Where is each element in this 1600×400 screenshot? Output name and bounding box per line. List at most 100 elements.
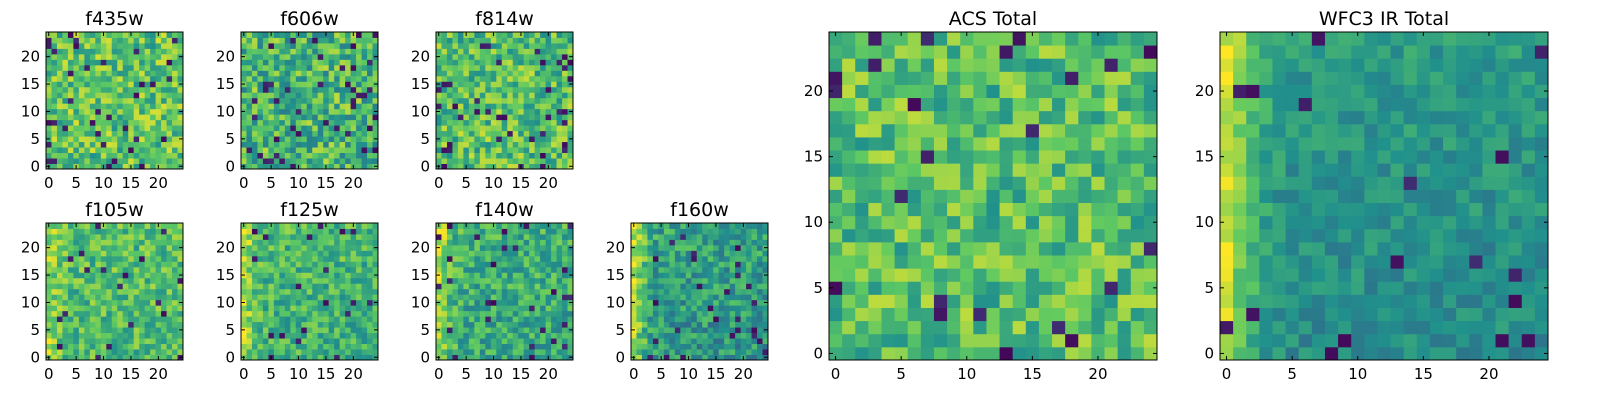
heatmap-cell: [306, 152, 313, 159]
heatmap-cell: [95, 244, 102, 251]
heatmap-cell: [479, 75, 486, 82]
heatmap-cell: [496, 108, 503, 115]
heatmap-cell: [474, 64, 481, 71]
heatmap-cell: [334, 97, 341, 104]
heatmap-cell: [436, 86, 442, 93]
heatmap-cell: [133, 288, 140, 295]
heatmap-cell: [328, 152, 335, 159]
heatmap-cell: [512, 310, 519, 317]
heatmap-cell: [246, 272, 253, 279]
heatmap-cell: [241, 316, 247, 323]
heatmap-cell: [84, 163, 91, 170]
heatmap-cell: [501, 32, 508, 38]
heatmap-cell: [73, 327, 80, 334]
heatmap-cell: [339, 261, 346, 268]
heatmap-cell: [702, 349, 709, 355]
heatmap-cell: [84, 70, 91, 77]
heatmap-cell: [241, 305, 247, 312]
heatmap-cell: [273, 272, 280, 279]
heatmap-cell: [436, 349, 442, 355]
heatmap-cell: [73, 103, 80, 110]
heatmap-cell: [372, 32, 379, 38]
heatmap-cell: [551, 147, 558, 154]
heatmap-cell: [290, 119, 297, 126]
heatmap-cell: [273, 332, 280, 339]
heatmap-cell: [920, 202, 935, 217]
heatmap-cell: [463, 152, 470, 159]
heatmap-cell: [339, 141, 346, 148]
heatmap-cell: [746, 228, 753, 235]
heatmap-cell: [540, 266, 547, 273]
heatmap-cell: [84, 250, 91, 257]
heatmap-cell: [933, 241, 948, 256]
heatmap-cell: [534, 163, 541, 170]
heatmap-cell: [1038, 320, 1053, 335]
heatmap-cell: [441, 130, 448, 137]
heatmap-cell: [262, 266, 269, 273]
heatmap-cell: [111, 86, 118, 93]
heatmap-cell: [907, 189, 922, 204]
x-tick-label: 20: [734, 365, 753, 383]
heatmap-cell: [345, 75, 352, 82]
heatmap-cell: [295, 255, 302, 262]
heatmap-cell: [457, 327, 464, 334]
heatmap-cell: [46, 283, 52, 290]
heatmap-cell: [842, 163, 856, 177]
heatmap-cell: [128, 233, 135, 240]
heatmap-cell: [367, 239, 373, 246]
heatmap-cell: [669, 272, 676, 279]
heatmap-cell: [696, 261, 703, 268]
heatmap-cell: [452, 316, 459, 323]
heatmap-cell: [144, 158, 151, 164]
heatmap-cell: [268, 59, 275, 66]
heatmap-cell: [150, 141, 157, 148]
heatmap-cell: [133, 354, 140, 361]
heatmap-cell: [534, 332, 541, 339]
heatmap-cell: [78, 255, 85, 262]
heatmap-cell: [534, 103, 541, 110]
heatmap-cell: [251, 321, 258, 328]
heatmap-cell: [468, 261, 475, 268]
heatmap-cell: [150, 163, 157, 170]
heatmap-cell: [84, 349, 91, 355]
heatmap-cell: [534, 321, 541, 328]
heatmap-cell: [106, 64, 113, 71]
heatmap-cell: [73, 53, 80, 60]
heatmap-cell: [647, 288, 654, 295]
heatmap-cell: [241, 266, 247, 273]
heatmap-cell: [251, 158, 258, 164]
heatmap-cell: [757, 266, 763, 273]
heatmap-cell: [133, 255, 140, 262]
heatmap-cell: [177, 92, 184, 99]
heatmap-cell: [463, 299, 470, 306]
heatmap-cell: [334, 266, 341, 273]
heatmap-cell: [323, 310, 330, 317]
heatmap-cell: [295, 233, 302, 240]
heatmap-cell: [512, 108, 519, 115]
heatmap-cell: [696, 233, 703, 240]
heatmap-cell: [100, 119, 107, 126]
heatmap-cell: [960, 281, 974, 295]
heatmap-cell: [474, 250, 481, 257]
heatmap-cell: [323, 75, 330, 82]
heatmap-cell: [463, 97, 470, 104]
heatmap-cell: [295, 239, 302, 246]
heatmap-cell: [262, 75, 269, 82]
heatmap-cell: [246, 233, 253, 240]
heatmap-cell: [556, 152, 563, 159]
heatmap-cell: [150, 119, 157, 126]
heatmap-cell: [652, 233, 659, 240]
heatmap-cell: [95, 294, 102, 301]
heatmap-cell: [674, 349, 681, 355]
heatmap-cell: [262, 136, 269, 143]
heatmap-cell: [446, 327, 453, 334]
heatmap-cell: [51, 97, 58, 104]
heatmap-cell: [680, 310, 687, 317]
heatmap-cell: [251, 288, 258, 295]
heatmap-cell: [306, 228, 313, 235]
heatmap-cell: [67, 86, 74, 93]
heatmap-cell: [177, 147, 184, 154]
heatmap-cell: [89, 233, 96, 240]
heatmap-cell: [474, 327, 481, 334]
heatmap-cell: [367, 332, 373, 339]
